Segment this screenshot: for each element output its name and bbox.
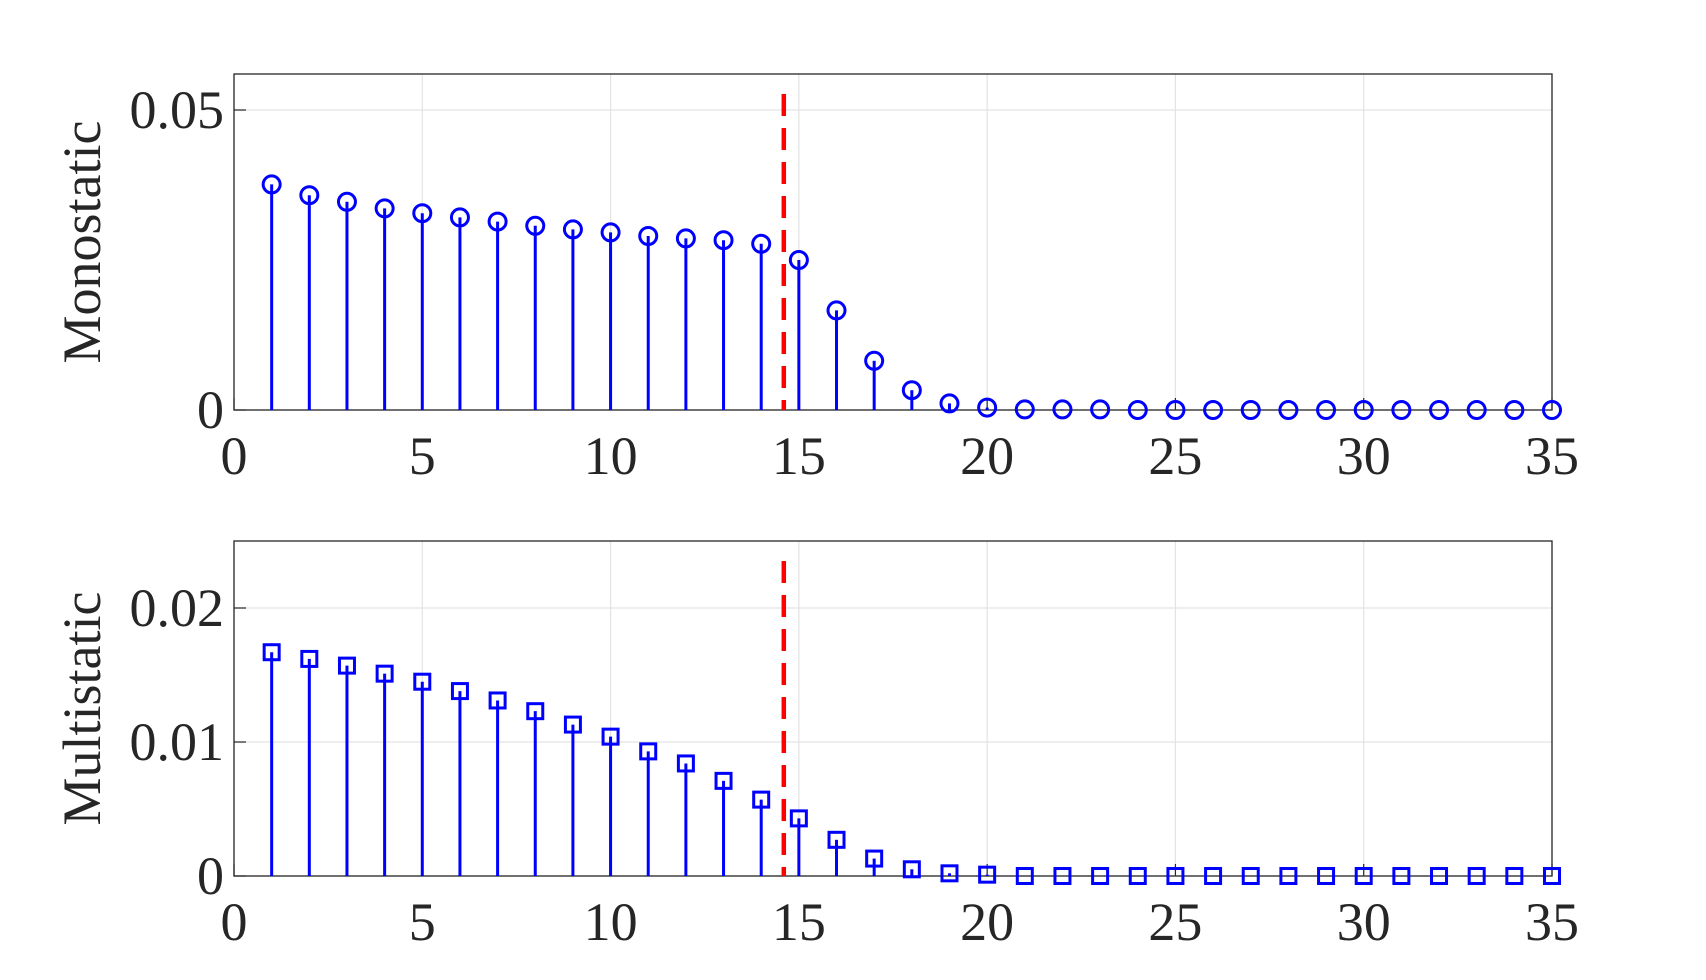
marker	[300, 649, 319, 668]
x-tick-label: 20	[960, 426, 1014, 486]
marker	[1240, 400, 1261, 420]
marker	[1353, 400, 1374, 420]
marker	[639, 742, 658, 761]
marker	[827, 830, 846, 849]
marker	[1203, 400, 1224, 420]
marker	[1543, 867, 1561, 885]
marker	[562, 219, 583, 240]
marker	[488, 691, 507, 710]
y-tick-label: 0	[197, 380, 224, 440]
marker	[1165, 400, 1186, 420]
marker	[902, 860, 921, 879]
marker	[525, 215, 546, 236]
axes-background	[234, 541, 1552, 876]
marker	[299, 185, 320, 206]
marker	[1505, 867, 1524, 885]
marker	[901, 380, 922, 401]
marker	[412, 203, 433, 224]
x-tick-label: 35	[1525, 426, 1579, 486]
marker	[1429, 400, 1450, 420]
marker	[1090, 399, 1111, 420]
marker	[526, 702, 545, 721]
marker	[940, 864, 959, 883]
y-tick-label: 0.01	[130, 712, 225, 772]
y-tick-label: 0.05	[130, 80, 225, 140]
marker	[1279, 867, 1298, 885]
marker	[1241, 867, 1260, 885]
marker	[1204, 867, 1223, 885]
marker	[1091, 867, 1110, 885]
marker	[1052, 399, 1073, 420]
marker	[487, 211, 508, 232]
x-tick-label: 15	[772, 892, 826, 952]
x-tick-label: 5	[409, 426, 436, 486]
marker	[1015, 867, 1034, 885]
marker	[261, 174, 282, 195]
marker	[826, 300, 847, 321]
marker	[375, 664, 394, 683]
y-tick-label: 0	[197, 846, 224, 906]
x-tick-label: 25	[1148, 892, 1202, 952]
marker	[864, 350, 885, 371]
marker	[1467, 867, 1486, 885]
marker	[449, 207, 470, 228]
x-tick-label: 15	[772, 426, 826, 486]
x-tick-label: 20	[960, 892, 1014, 952]
axes-box	[233, 73, 1553, 411]
marker	[675, 228, 696, 249]
marker	[600, 222, 621, 243]
marker	[789, 809, 808, 828]
marker	[337, 656, 356, 675]
marker	[713, 230, 734, 251]
marker	[865, 849, 884, 868]
marker	[1354, 867, 1373, 885]
x-tick-label: 0	[221, 892, 248, 952]
x-tick-label: 25	[1148, 426, 1202, 486]
marker	[939, 393, 960, 414]
x-tick-label: 35	[1525, 892, 1579, 952]
marker	[1466, 400, 1487, 420]
x-tick-label: 5	[409, 892, 436, 952]
marker	[1392, 867, 1411, 885]
marker	[1014, 399, 1035, 420]
marker	[563, 715, 582, 734]
x-tick-label: 0	[221, 426, 248, 486]
marker	[1504, 400, 1525, 420]
x-tick-label: 30	[1337, 892, 1391, 952]
marker	[1127, 400, 1148, 420]
marker	[1316, 400, 1337, 420]
marker	[336, 191, 357, 212]
marker	[601, 727, 620, 746]
marker	[1053, 867, 1072, 885]
marker	[1128, 867, 1147, 885]
marker	[788, 250, 809, 270]
marker	[1542, 400, 1562, 420]
x-tick-label: 10	[584, 426, 638, 486]
x-tick-label: 30	[1337, 426, 1391, 486]
marker	[413, 672, 432, 691]
marker	[1317, 867, 1336, 885]
x-tick-label: 10	[584, 892, 638, 952]
marker	[714, 771, 733, 790]
marker	[1278, 400, 1299, 420]
y-axis-label: Multistatic	[52, 592, 112, 826]
marker	[638, 226, 659, 246]
marker	[262, 643, 281, 662]
marker	[751, 233, 772, 254]
axes-background	[234, 74, 1552, 410]
marker	[978, 865, 997, 884]
marker	[374, 198, 395, 219]
marker	[977, 397, 998, 418]
marker	[752, 790, 771, 809]
axes-box	[233, 540, 1553, 877]
marker	[1391, 400, 1412, 420]
y-tick-label: 0.02	[130, 578, 225, 638]
marker	[676, 754, 695, 773]
marker	[1430, 867, 1449, 885]
marker	[450, 682, 469, 701]
marker	[1166, 867, 1185, 885]
y-axis-label: Monostatic	[52, 121, 112, 364]
